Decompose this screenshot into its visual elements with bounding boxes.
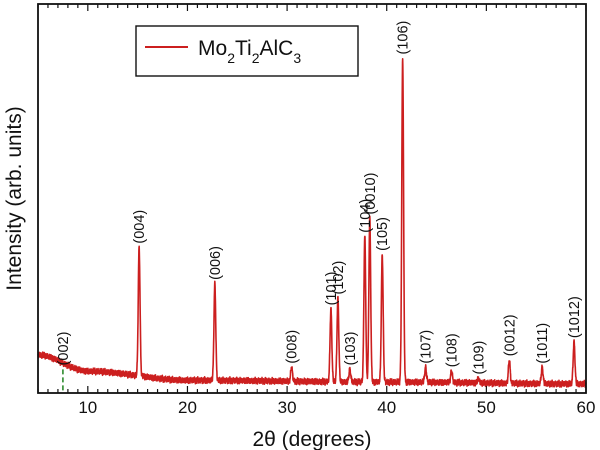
peak-label: (1011): [535, 323, 551, 364]
x-axis-label: 2θ (degrees): [252, 428, 371, 450]
series-line: [37, 58, 587, 388]
peak-label: (104): [358, 199, 374, 233]
axes: 10 20 30 40 50 60 2θ (degrees) Intensity (arb. …: [3, 3, 596, 450]
x-tick-label: 40: [377, 398, 396, 417]
legend-box: [135, 25, 359, 77]
legend: Mo2Ti2AlC3: [135, 25, 359, 77]
legend-label: Mo2Ti2AlC3: [198, 37, 301, 66]
peak-label: (006): [208, 246, 224, 280]
peak-label: (103): [343, 332, 359, 366]
peak-label: (008): [285, 330, 301, 364]
peak-label: (107): [419, 330, 435, 364]
peak-label: (105): [375, 217, 391, 251]
peak-markers: [62, 369, 64, 393]
peak-label: (0012): [502, 314, 518, 356]
x-tick-label: 20: [178, 398, 197, 417]
peak-label: (106): [396, 21, 412, 55]
peak-label: (108): [445, 333, 461, 367]
x-tick-label: 30: [278, 398, 297, 417]
peak-label: (102): [331, 261, 347, 295]
plot-frame: [37, 3, 587, 394]
series-layer: [37, 58, 587, 388]
x-tick-label: 60: [577, 398, 596, 417]
peak-label: (1012): [567, 296, 583, 338]
peak-label: (101): [324, 272, 340, 306]
peak-label: (002): [56, 332, 72, 366]
peak-label: (0010): [363, 173, 379, 215]
peak-label: (004): [132, 210, 148, 244]
peak-label: (109): [471, 341, 487, 375]
x-tick-label: 50: [477, 398, 496, 417]
x-tick-label: 10: [78, 398, 97, 417]
y-axis-label: Intensity (arb. units): [3, 106, 26, 290]
peak-labels: (002) (004) (006) (008) (101)(102) (103) (104)…: [56, 21, 583, 375]
